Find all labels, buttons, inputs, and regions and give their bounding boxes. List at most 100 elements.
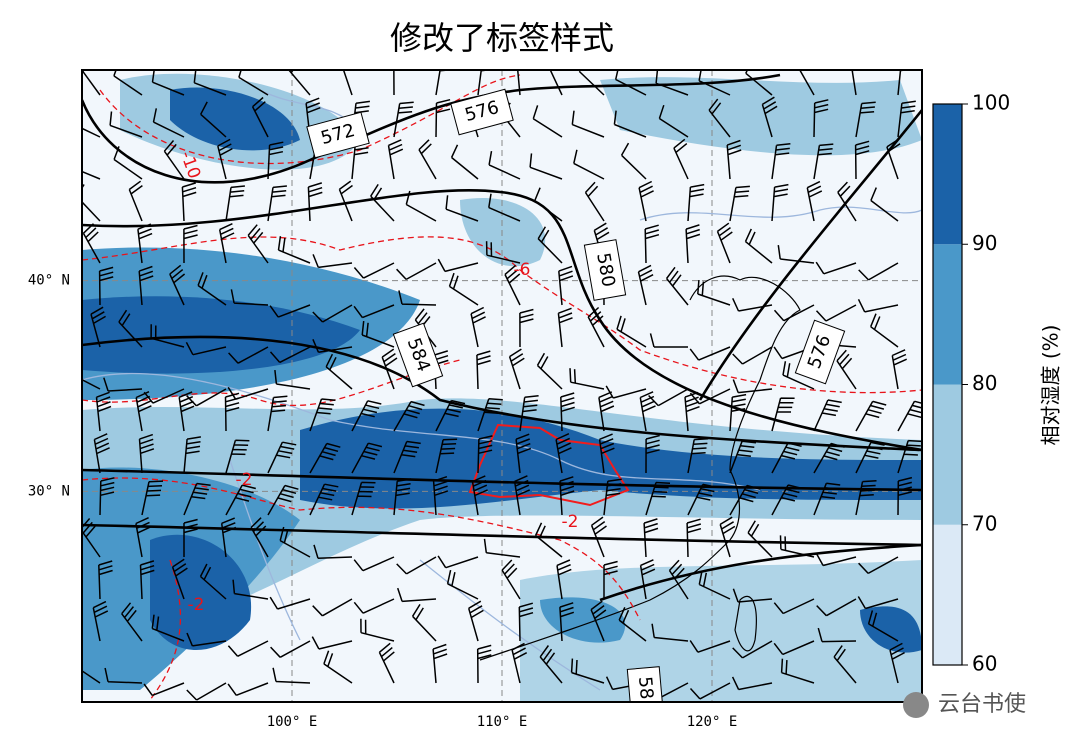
wind-barb: [218, 223, 235, 264]
axis-labels: 100° E 110° E 120° E 40° N 30° N: [28, 273, 737, 730]
wind-barb: [137, 223, 153, 264]
wind-barb: [897, 439, 922, 474]
wind-barb: [719, 516, 736, 558]
wind-barb: [732, 346, 773, 365]
wind-barb: [483, 538, 521, 558]
wind-barb: [855, 101, 876, 138]
y-tick-label: 30° N: [28, 483, 70, 499]
wind-barb: [113, 146, 143, 180]
wind-barb: [435, 70, 454, 96]
wind-barb: [139, 560, 155, 600]
wind-barb: [398, 290, 437, 306]
wind-barb: [637, 264, 654, 306]
wind-barb: [405, 190, 437, 222]
wind-barb: [598, 433, 615, 474]
wind-barb: [477, 398, 503, 432]
wind-barb: [897, 476, 913, 516]
wind-barb: [477, 435, 493, 474]
wind-barb: [448, 272, 479, 306]
wind-barb: [312, 254, 353, 269]
wind-barb: [598, 391, 615, 432]
wind-barb: [312, 304, 353, 323]
contour-label: -2: [236, 470, 253, 490]
wind-barb: [370, 183, 395, 222]
wind-barb: [708, 98, 731, 138]
wind-barb: [689, 346, 731, 361]
wind-barb: [185, 341, 227, 356]
wind-barb: [307, 182, 323, 222]
wind-barb: [488, 193, 521, 222]
wind-barb: [558, 265, 574, 306]
wind-barb: [806, 180, 823, 222]
wind-barb: [169, 264, 186, 306]
wind-barb: [559, 476, 575, 516]
wind-barb: [435, 399, 466, 432]
wind-barb: [353, 304, 395, 319]
wind-barb: [697, 279, 731, 306]
wind-barb: [135, 391, 152, 432]
wind-barb: [620, 142, 647, 180]
wind-barb: [267, 441, 297, 474]
wind-barb: [518, 602, 534, 642]
wind-barb: [272, 667, 311, 684]
wind-barb: [361, 321, 395, 348]
wind-barb: [639, 391, 656, 432]
wind-barb: [171, 558, 188, 600]
wind-barb: [225, 484, 256, 516]
wind-barb: [639, 559, 656, 600]
wind-barb: [141, 480, 164, 516]
wind-barb: [269, 346, 311, 364]
region-outline: [468, 423, 630, 507]
wind-barb: [477, 70, 494, 96]
wind-barb: [186, 682, 227, 701]
wind-barb: [668, 559, 689, 600]
wind-barb: [267, 484, 299, 516]
wind-barb: [92, 600, 109, 642]
wind-barb: [113, 70, 143, 96]
wind-barb: [178, 391, 195, 432]
watermark-icon: [903, 692, 929, 718]
wind-barb: [432, 643, 448, 684]
wind-barb: [90, 306, 106, 348]
wind-barb: [118, 309, 143, 348]
wind-barb: [353, 262, 395, 279]
wind-barb: [782, 361, 815, 390]
wind-barb: [183, 482, 211, 516]
wind-barb: [435, 98, 451, 138]
wind-barb: [666, 266, 689, 306]
wind-barb: [396, 556, 437, 575]
wind-barb: [183, 224, 198, 264]
wind-barb: [855, 400, 887, 432]
wind-barb: [729, 185, 750, 222]
wind-barb: [450, 144, 479, 180]
wind-barb: [687, 437, 709, 474]
wind-barb: [529, 153, 563, 180]
wind-barb: [269, 304, 311, 318]
wind-barb: [729, 393, 747, 432]
wind-barb: [309, 483, 339, 516]
watermark: 云台书使: [903, 692, 1026, 718]
colorbar-segment: [933, 384, 962, 525]
wind-barb: [227, 386, 269, 400]
wind-barb: [217, 138, 233, 180]
wind-barb: [532, 105, 563, 138]
wind-barb: [411, 604, 437, 642]
wind-barb: [387, 139, 404, 180]
wind-barb: [578, 70, 605, 96]
wind-barb: [93, 433, 110, 474]
wind-barb: [761, 96, 778, 138]
wind-barb: [857, 596, 899, 610]
wind-barb: [867, 610, 899, 642]
wind-barb: [220, 517, 237, 558]
wind-barb: [274, 370, 311, 390]
wind-barb: [645, 481, 671, 516]
wind-barb: [135, 517, 151, 558]
wind-barb: [729, 440, 757, 474]
wind-barb: [508, 348, 525, 390]
wind-barb: [267, 141, 284, 180]
wind-barb: [247, 224, 269, 264]
wind-barb: [342, 70, 353, 96]
wind-barb: [817, 627, 857, 643]
wind-barb: [658, 104, 689, 138]
